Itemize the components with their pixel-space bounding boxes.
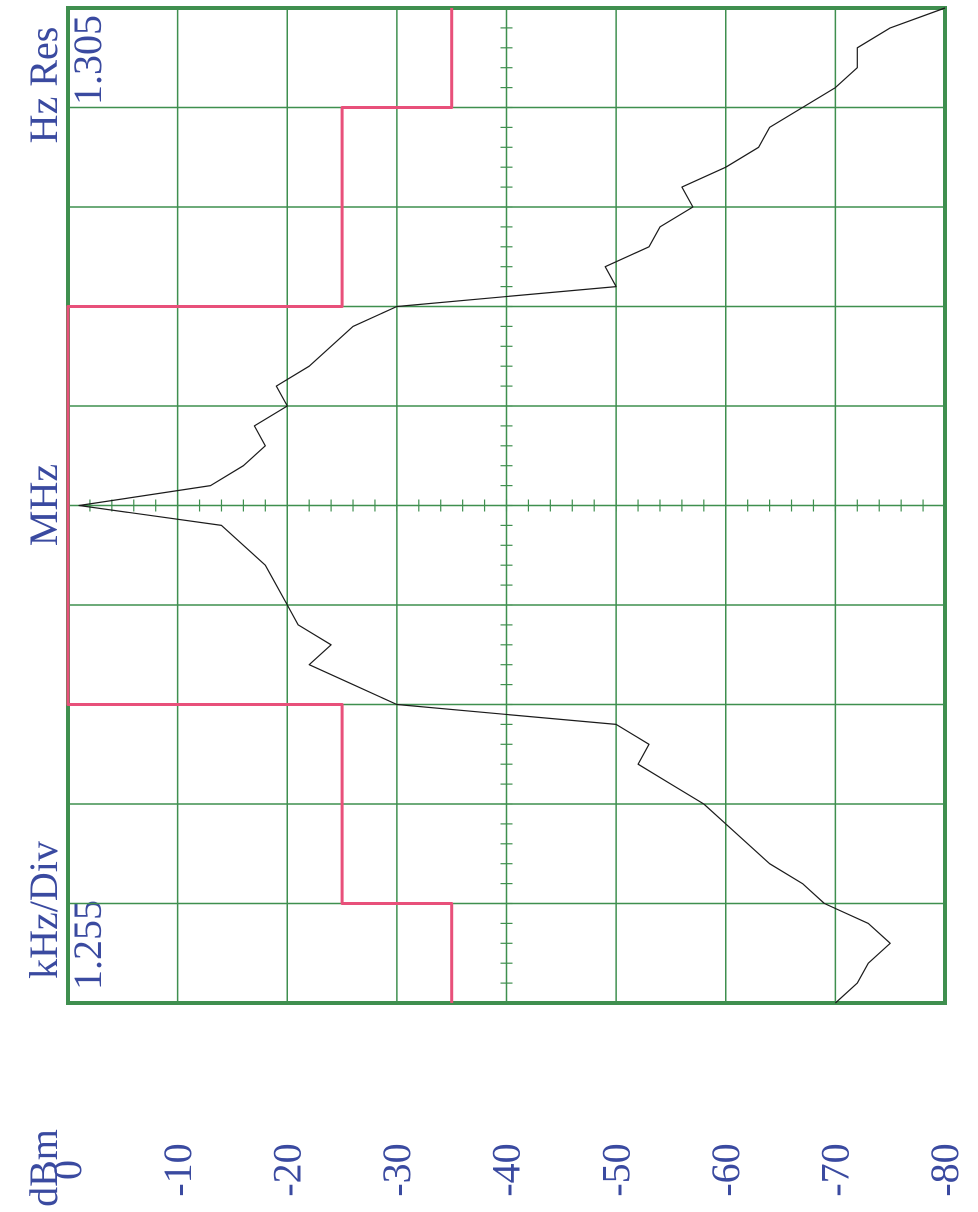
stop-frequency: 1.305	[65, 15, 110, 105]
y-tick-label: -40	[484, 1143, 529, 1196]
y-tick-label: -20	[264, 1143, 309, 1196]
start-frequency: 1.255	[65, 900, 110, 990]
trace	[78, 7, 946, 1004]
y-axis-label: dBm	[21, 1129, 66, 1207]
mask-line	[66, 8, 454, 1003]
y-tick-label: -10	[155, 1143, 200, 1196]
y-tick-label: 0	[45, 1160, 90, 1180]
unit-label: MHz	[21, 464, 66, 546]
div-label: kHz/Div	[21, 841, 66, 979]
y-tick-label: -80	[922, 1143, 967, 1196]
y-tick-label: -50	[593, 1143, 638, 1196]
resolution-label: Hz Res	[21, 27, 66, 144]
y-tick-label: -30	[374, 1143, 419, 1196]
y-tick-label: -60	[703, 1143, 748, 1196]
y-tick-label: -70	[813, 1143, 858, 1196]
